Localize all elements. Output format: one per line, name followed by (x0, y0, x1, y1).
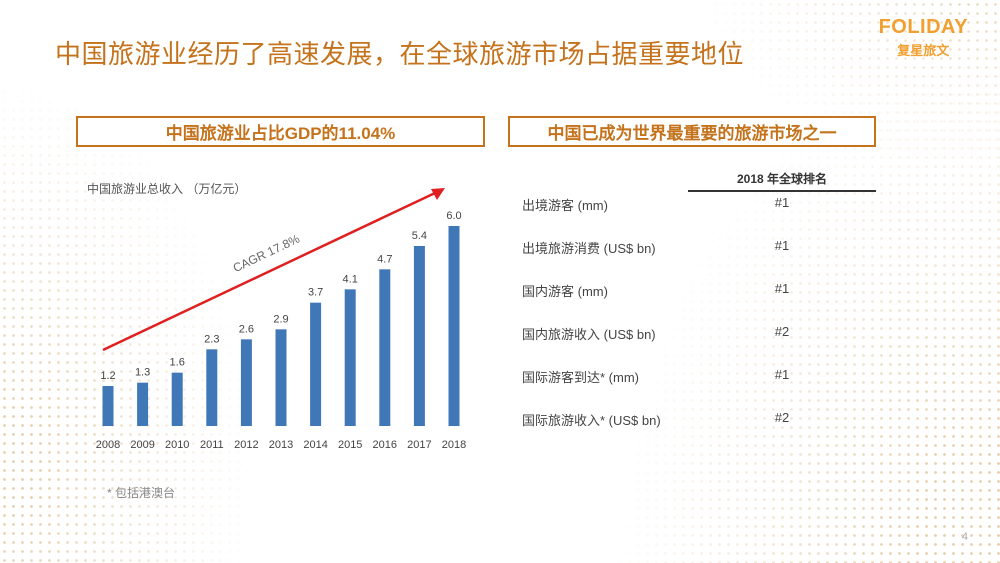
footnote: * 包括港澳台 (107, 486, 176, 500)
bar-2017 (413, 246, 425, 426)
data-label-2013: 2.9 (273, 313, 288, 325)
rank-row-value: #1 (774, 195, 790, 210)
bar-2008 (102, 386, 114, 426)
data-label-2009: 1.3 (135, 367, 150, 379)
bar-2014 (310, 302, 322, 426)
cagr-annotation: CAGR 17.8% (231, 232, 302, 276)
rank-row-value: #1 (774, 281, 790, 296)
bar-2011 (206, 349, 218, 426)
rank-row: 国际旅游收入* (US$ bn) #2 (522, 410, 876, 430)
data-label-2015: 4.1 (343, 273, 358, 285)
x-tick-2017: 2017 (407, 439, 431, 451)
decorative-dots-right (580, 0, 1000, 563)
rank-row: 出境旅游消费 (US$ bn) #1 (522, 238, 876, 258)
data-label-2017: 5.4 (412, 230, 427, 242)
bar-2013 (275, 329, 287, 426)
x-tick-2010: 2010 (165, 439, 189, 451)
bar-2015 (344, 289, 356, 426)
data-label-2012: 2.6 (239, 323, 254, 335)
cagr-arrow-head (431, 188, 445, 200)
logo-main-text: FOLIDAY (878, 16, 968, 38)
rank-row-value: #1 (774, 238, 790, 253)
rank-row-label: 国内旅游收入 (US$ bn) (522, 327, 656, 342)
x-tick-2018: 2018 (442, 439, 466, 451)
bar-2009 (137, 382, 149, 426)
gdp-share-heading: 中国旅游业占比GDP的11.04% (76, 116, 485, 147)
x-tick-2009: 2009 (130, 439, 154, 451)
data-label-2016: 4.7 (377, 253, 392, 265)
bars-layer: 1.2 2008 1.3 2009 1.6 2010 2.3 2011 2.6 2012 2.9 20… (96, 210, 466, 451)
cagr-arrow-line (102, 191, 436, 352)
rank-row-value: #2 (774, 324, 790, 339)
rank-row-label: 国际旅游收入* (US$ bn) (522, 413, 661, 428)
bar-2010 (171, 372, 183, 426)
x-tick-2008: 2008 (96, 439, 120, 451)
data-label-2010: 1.6 (170, 357, 185, 369)
brand-logo: FOLIDAY 复星旅文 (879, 16, 968, 59)
x-tick-2016: 2016 (373, 439, 397, 451)
page-number: 4 (961, 531, 968, 543)
market-heading: 中国已成为世界最重要的旅游市场之一 (508, 116, 876, 147)
rank-row-label: 出境游客 (mm) (522, 198, 608, 213)
rank-row-value: #1 (774, 367, 790, 382)
data-label-2011: 2.3 (204, 333, 219, 345)
page-title: 中国旅游业经历了高速发展，在全球旅游市场占据重要地位 (55, 39, 745, 69)
bar-2016 (379, 269, 391, 426)
x-tick-2014: 2014 (303, 439, 327, 451)
cagr-arrow-layer: CAGR 17.8% (102, 188, 445, 352)
rank-column-header: 2018 年全球排名 (688, 170, 876, 192)
chart-y-label: 中国旅游业总收入 （万亿元） (87, 182, 247, 196)
rank-row-label: 国内游客 (mm) (522, 284, 608, 299)
decorative-dots-left (0, 70, 260, 563)
x-tick-2012: 2012 (234, 439, 258, 451)
rank-row-label: 国际游客到达* (mm) (522, 370, 639, 385)
rank-row-value: #2 (774, 410, 790, 425)
rank-row-label: 出境旅游消费 (US$ bn) (522, 241, 656, 256)
rank-row: 国内游客 (mm) #1 (522, 281, 876, 301)
bar-2018 (448, 226, 460, 426)
rank-row: 国际游客到达* (mm) #1 (522, 367, 876, 387)
x-tick-2015: 2015 (338, 439, 362, 451)
data-label-2018: 6.0 (446, 210, 461, 222)
rank-row: 出境游客 (mm) #1 (522, 195, 876, 215)
logo-sub-text: 复星旅文 (897, 43, 950, 58)
bar-2012 (240, 339, 252, 426)
x-tick-2011: 2011 (200, 439, 224, 451)
rank-row: 国内旅游收入 (US$ bn) #2 (522, 324, 876, 344)
x-tick-2013: 2013 (269, 439, 293, 451)
data-label-2008: 1.2 (100, 370, 115, 382)
data-label-2014: 3.7 (308, 287, 323, 299)
